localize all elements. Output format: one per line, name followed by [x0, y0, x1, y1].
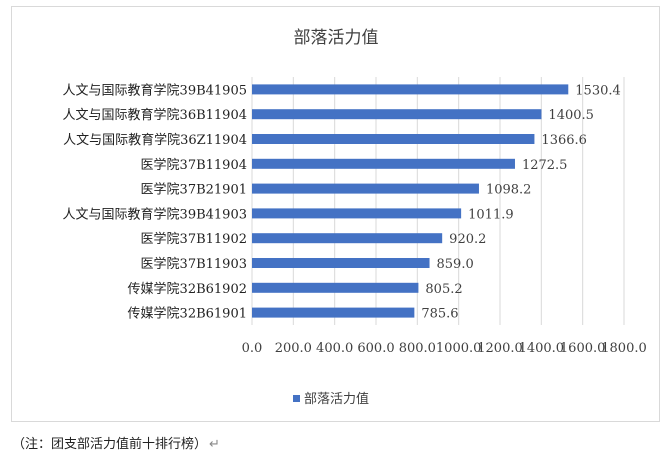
- category-label: 人文与国际教育学院36B11904: [63, 107, 247, 123]
- data-label: 1011.9: [468, 207, 513, 222]
- legend-label: 部落活力值: [304, 391, 369, 407]
- x-tick-label: 0.0: [242, 341, 263, 356]
- data-label: 805.2: [425, 282, 462, 297]
- data-label: 1530.4: [575, 83, 621, 98]
- x-tick-label: 600.0: [357, 341, 394, 356]
- bar: [252, 208, 462, 219]
- bar: [252, 307, 415, 318]
- x-tick-label: 800.0: [399, 341, 436, 356]
- category-label: 人文与国际教育学院39B41903: [63, 206, 247, 222]
- legend-swatch: [293, 395, 300, 402]
- bar: [252, 158, 515, 169]
- data-label: 920.2: [449, 232, 486, 247]
- x-tick-label: 1600.0: [560, 341, 606, 356]
- category-label: 传媒学院32B61902: [128, 281, 247, 297]
- x-tick-label: 1800.0: [601, 341, 647, 356]
- data-label: 1272.5: [522, 158, 568, 173]
- chart-caption: （注：团支部活力值前十排行榜） ↵: [12, 433, 220, 452]
- bar: [252, 84, 569, 95]
- data-label: 859.0: [437, 257, 474, 272]
- data-label: 1366.6: [541, 133, 587, 148]
- bar: [252, 183, 479, 194]
- data-label: 1098.2: [486, 183, 531, 198]
- bar: [252, 258, 430, 268]
- x-tick-label: 1400.0: [519, 341, 565, 356]
- x-tick-label: 1200.0: [477, 341, 523, 356]
- bar: [252, 282, 419, 293]
- x-tick-label: 400.0: [316, 341, 353, 356]
- category-label: 医学院37B11902: [141, 231, 247, 247]
- category-label: 医学院37B21901: [141, 182, 247, 198]
- x-tick-label: 200.0: [275, 341, 312, 356]
- return-mark-icon: ↵: [209, 437, 220, 452]
- bar: [252, 233, 443, 244]
- data-label: 1400.5: [548, 108, 594, 123]
- chart-title: 部落活力值: [294, 28, 379, 48]
- category-label: 医学院37B11904: [141, 157, 247, 173]
- category-label: 医学院37B11903: [141, 256, 247, 272]
- x-tick-label: 1000.0: [436, 341, 482, 356]
- bar: [252, 109, 542, 120]
- category-label: 人文与国际教育学院36Z11904: [63, 132, 247, 148]
- category-label: 传媒学院32B61901: [128, 306, 247, 322]
- category-label: 人文与国际教育学院39B41905: [63, 82, 247, 98]
- chart-frame: 部落活力值 人文与国际教育学院39B41905 1530.4 人文与国际教育学院36B…: [11, 6, 660, 422]
- data-label: 785.6: [421, 307, 458, 322]
- caption-text: （注：团支部活力值前十排行榜）: [12, 437, 208, 452]
- bar: [252, 134, 535, 144]
